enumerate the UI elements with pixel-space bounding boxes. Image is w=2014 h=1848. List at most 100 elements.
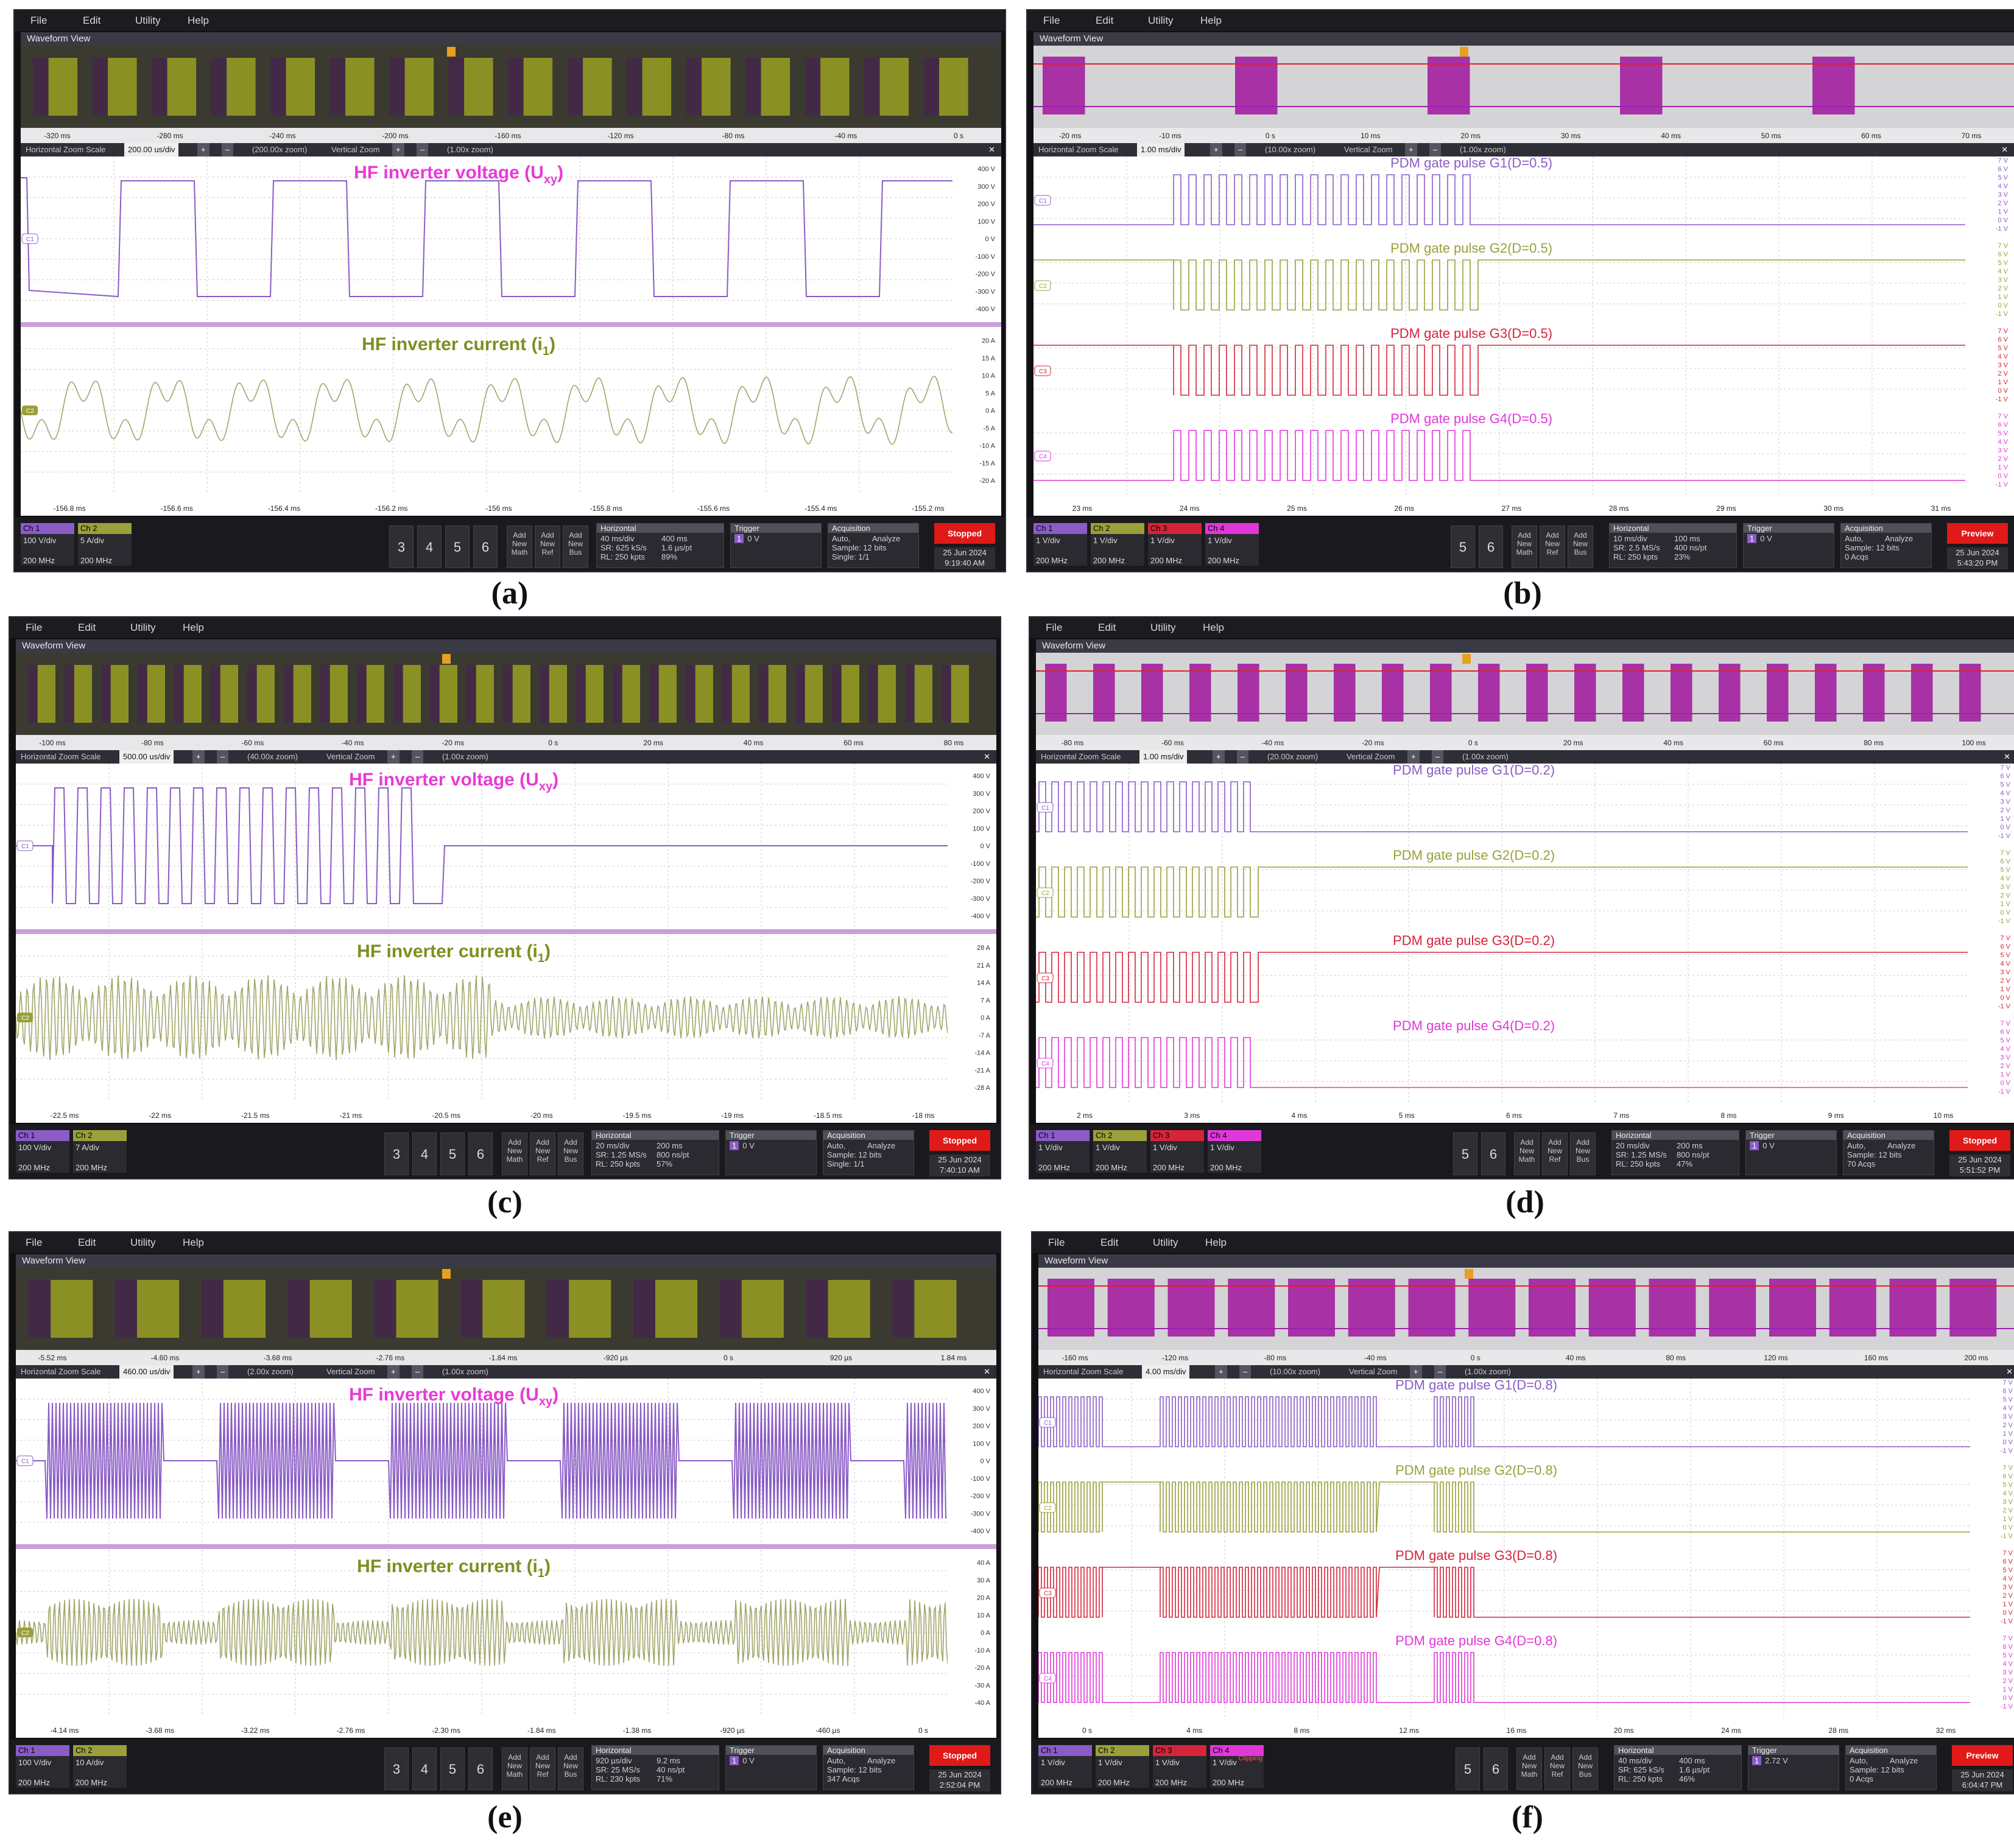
horizontal-settings[interactable]: Horizontal 20 ms/div 200 ms SR: 1.25 MS/s 80… — [591, 1130, 719, 1175]
ch2-marker-icon[interactable] — [1037, 887, 1054, 898]
hz-zoom-scale-input[interactable]: 500.00 us/div — [119, 750, 174, 764]
menu-file[interactable]: File — [1043, 15, 1060, 26]
add-new-ref-button[interactable]: Add New Ref — [1542, 1133, 1568, 1175]
ch1-marker-icon[interactable] — [1037, 802, 1054, 813]
channel-button-5[interactable]: 5 — [440, 1748, 465, 1790]
trigger-settings[interactable]: Trigger 1 0 V — [730, 523, 822, 568]
zoom-out-button[interactable]: – — [222, 143, 234, 156]
menu-utility[interactable]: Utility — [130, 1237, 156, 1248]
channel-button-5[interactable]: 5 — [1451, 525, 1475, 568]
menu-file[interactable]: File — [30, 15, 48, 26]
add-new-ref-button[interactable]: Add New Ref — [530, 1133, 555, 1175]
vzoom-in-button[interactable]: + — [387, 750, 400, 764]
overview-strip[interactable]: -320 ms -280 ms -240 ms -200 ms -160 ms -120 … — [21, 46, 1001, 143]
zoom-out-button[interactable]: – — [1237, 750, 1249, 764]
ch3-marker-icon[interactable] — [1034, 365, 1051, 376]
menu-help[interactable]: Help — [183, 1237, 204, 1248]
horizontal-settings[interactable]: Horizontal 40 ms/div 400 ms SR: 625 kS/s 1.6… — [596, 523, 724, 568]
zoom-in-button[interactable]: + — [1213, 750, 1225, 764]
hz-zoom-scale-input[interactable]: 460.00 us/div — [119, 1365, 174, 1379]
trigger-marker-icon[interactable] — [1465, 1269, 1473, 1279]
horizontal-settings[interactable]: Horizontal 920 µs/div 9.2 ms SR: 25 MS/s 40 … — [591, 1745, 719, 1790]
ch4-marker-icon[interactable] — [1034, 451, 1051, 462]
add-new-ref-button[interactable]: Add New Ref — [1540, 525, 1565, 568]
channel-badge-2[interactable]: Ch 2 5 A/div 200 MHz — [78, 523, 132, 566]
close-zoom-icon[interactable]: ✕ — [984, 752, 990, 761]
run-status-button[interactable]: Preview — [1947, 523, 2008, 544]
channel-button-3[interactable]: 3 — [389, 525, 414, 568]
trigger-settings[interactable]: Trigger 1 2.72 V — [1748, 1745, 1839, 1790]
ch3-marker-icon[interactable] — [1037, 972, 1054, 983]
zoom-out-button[interactable]: – — [1239, 1365, 1252, 1379]
ch2-marker-icon[interactable] — [22, 406, 38, 415]
acquisition-settings[interactable]: Acquisition Auto, AnalyzeSample: 12 bits0 … — [1840, 523, 1932, 568]
horizontal-settings[interactable]: Horizontal 10 ms/div 100 ms SR: 2.5 MS/s 400… — [1609, 523, 1737, 568]
menu-edit[interactable]: Edit — [78, 622, 96, 633]
acquisition-settings[interactable]: Acquisition Auto, AnalyzeSample: 12 bits70… — [1843, 1130, 1934, 1175]
acquisition-settings[interactable]: Acquisition Auto, AnalyzeSample: 12 bits34… — [823, 1745, 914, 1790]
channel-button-3[interactable]: 3 — [384, 1133, 409, 1175]
acquisition-settings[interactable]: Acquisition Auto, AnalyzeSample: 12 bits0 … — [1845, 1745, 1937, 1790]
channel-button-6[interactable]: 6 — [473, 525, 498, 568]
add-new-bus-button[interactable]: Add New Bus — [558, 1748, 583, 1790]
channel-button-6[interactable]: 6 — [1481, 1133, 1505, 1175]
trigger-settings[interactable]: Trigger 1 0 V — [1745, 1130, 1837, 1175]
add-new-bus-button[interactable]: Add New Bus — [1570, 1133, 1596, 1175]
channel-button-6[interactable]: 6 — [468, 1748, 493, 1790]
trigger-marker-icon[interactable] — [1460, 47, 1468, 57]
vzoom-out-button[interactable]: – — [1429, 143, 1442, 156]
zoom-in-button[interactable]: + — [192, 750, 205, 764]
menu-utility[interactable]: Utility — [135, 15, 161, 26]
close-zoom-icon[interactable]: ✕ — [984, 1367, 990, 1376]
ch1-marker-icon[interactable] — [16, 1455, 33, 1466]
menu-edit[interactable]: Edit — [1098, 622, 1116, 633]
ch4-marker-icon[interactable] — [1037, 1058, 1054, 1069]
add-new-math-button[interactable]: Add New Math — [1512, 525, 1537, 568]
run-status-button[interactable]: Stopped — [934, 523, 995, 544]
menu-edit[interactable]: Edit — [78, 1237, 96, 1248]
hz-zoom-scale-input[interactable]: 4.00 ms/div — [1142, 1365, 1190, 1379]
ch2-marker-icon[interactable] — [1039, 1502, 1056, 1513]
channel-button-4[interactable]: 4 — [417, 525, 442, 568]
zoom-out-button[interactable]: – — [217, 1365, 229, 1379]
menu-file[interactable]: File — [26, 622, 43, 633]
add-new-ref-button[interactable]: Add New Ref — [535, 525, 560, 568]
vzoom-out-button[interactable]: – — [1434, 1365, 1446, 1379]
channel-badge-1[interactable]: Ch 1 100 V/div 200 MHz — [21, 523, 74, 566]
add-new-ref-button[interactable]: Add New Ref — [530, 1748, 555, 1790]
channel-button-5[interactable]: 5 — [445, 525, 470, 568]
zoom-out-button[interactable]: – — [217, 750, 229, 764]
main-waveform-area[interactable]: HF inverter voltage (Uxy) HF inverter cur… — [16, 764, 996, 1123]
channel-badge-3[interactable]: Ch 3 1 V/div 200 MHz — [1153, 1745, 1206, 1788]
hz-zoom-scale-input[interactable]: 1.00 ms/div — [1139, 750, 1188, 764]
menu-help[interactable]: Help — [188, 15, 209, 26]
channel-badge-3[interactable]: Ch 3 1 V/div 200 MHz — [1150, 1130, 1204, 1173]
channel-button-6[interactable]: 6 — [1484, 1748, 1508, 1790]
zoom-in-button[interactable]: + — [197, 143, 209, 156]
channel-badge-4[interactable]: Ch 4 1 V/div 200 MHz — [1208, 1130, 1261, 1173]
vzoom-in-button[interactable]: + — [1410, 1365, 1422, 1379]
ch1-marker-icon[interactable] — [16, 840, 33, 851]
channel-badge-1[interactable]: Ch 1 100 V/div 200 MHz — [16, 1745, 69, 1788]
main-waveform-area[interactable]: HF inverter voltage (Uxy) HF inverter cur… — [16, 1379, 996, 1738]
vzoom-in-button[interactable]: + — [1405, 143, 1417, 156]
add-new-ref-button[interactable]: Add New Ref — [1544, 1748, 1570, 1790]
menu-edit[interactable]: Edit — [1100, 1237, 1119, 1248]
menu-edit[interactable]: Edit — [83, 15, 101, 26]
main-waveform-area[interactable]: HF inverter voltage (Uxy) HF inverter cur… — [21, 156, 1001, 516]
channel-badge-4[interactable]: Ch 4 1 V/div 200 MHz — [1205, 523, 1259, 566]
run-status-button[interactable]: Preview — [1952, 1745, 2013, 1766]
channel-badge-1[interactable]: Ch 1 1 V/div 200 MHz — [1033, 523, 1087, 566]
close-zoom-icon[interactable]: ✕ — [988, 145, 995, 154]
menu-utility[interactable]: Utility — [1153, 1237, 1178, 1248]
trigger-marker-icon[interactable] — [442, 1269, 451, 1279]
zoom-in-button[interactable]: + — [1215, 1365, 1227, 1379]
trigger-marker-icon[interactable] — [1462, 654, 1471, 664]
channel-badge-2[interactable]: Ch 2 1 V/div 200 MHz — [1091, 523, 1144, 566]
channel-badge-1[interactable]: Ch 1 1 V/div 200 MHz — [1038, 1745, 1092, 1788]
menu-utility[interactable]: Utility — [1148, 15, 1174, 26]
channel-badge-3[interactable]: Ch 3 1 V/div 200 MHz — [1148, 523, 1202, 566]
channel-button-4[interactable]: 4 — [412, 1748, 437, 1790]
channel-button-6[interactable]: 6 — [1479, 525, 1503, 568]
